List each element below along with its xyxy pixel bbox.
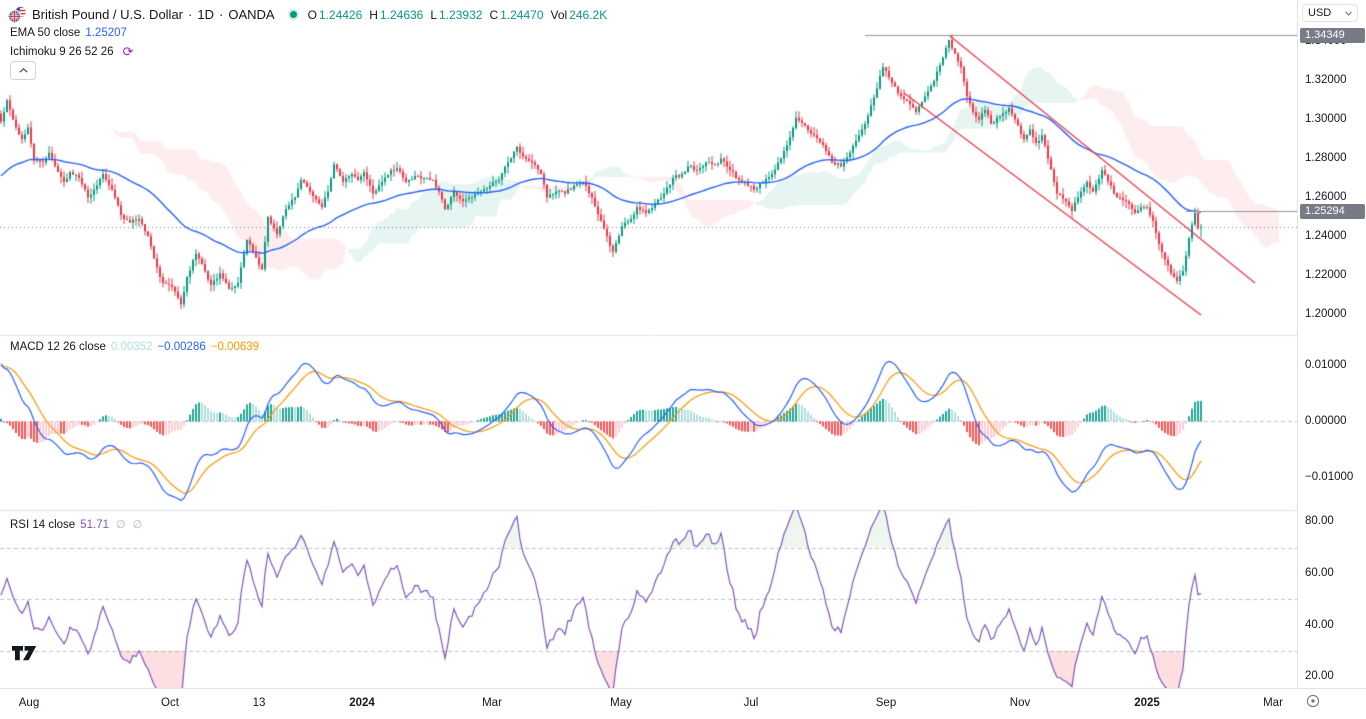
hidden-plot-icon: ∅ xyxy=(132,519,143,531)
time-axis-label: Sep xyxy=(875,697,897,709)
ichimoku-label: Ichimoku 9 26 52 26 xyxy=(10,45,114,58)
price-axis-label: 1.28000 xyxy=(1305,152,1347,165)
macd-signal-value: −0.00639 xyxy=(210,341,260,353)
price-axis-label: 20.00 xyxy=(1305,670,1334,683)
time-axis-label: Aug xyxy=(18,697,40,709)
macd-line-value: −0.00286 xyxy=(157,341,206,353)
exchange[interactable]: OANDA xyxy=(228,7,275,22)
low-value: 1.23932 xyxy=(439,7,483,22)
high-label: H xyxy=(369,7,378,22)
low-label: L xyxy=(430,7,438,22)
volume-value: 246.2K xyxy=(569,7,608,22)
ema-value: 1.25207 xyxy=(85,27,127,39)
price-axis-label: 1.24000 xyxy=(1305,229,1347,242)
time-axis-label: Mar xyxy=(1263,697,1283,709)
separator-dot: · xyxy=(218,7,224,22)
price-axis-label: 1.26000 xyxy=(1305,190,1347,203)
price-chart-canvas[interactable] xyxy=(0,0,1297,688)
hidden-plot-icon: ∅ xyxy=(115,519,126,531)
price-label-badge: 1.34349 xyxy=(1300,27,1365,43)
rsi-value: 51.71 xyxy=(80,518,109,531)
price-label-badge: 1.25294 xyxy=(1300,203,1365,219)
close-value: 1.24470 xyxy=(500,7,544,22)
macd-hist-value: 0.00352 xyxy=(110,341,153,353)
macd-legend[interactable]: MACD 12 26 close 0.00352 −0.00286 −0.006… xyxy=(10,341,259,353)
collapse-legend-button[interactable] xyxy=(10,61,36,80)
chevron-down-icon xyxy=(1345,10,1352,16)
time-axis-label: 2025 xyxy=(1134,697,1160,709)
currency-dropdown[interactable]: USD xyxy=(1302,4,1358,22)
separator-dot: · xyxy=(188,7,193,22)
loading-refresh-icon: ⟳ xyxy=(122,44,134,59)
price-axis-label: 80.00 xyxy=(1305,515,1334,528)
open-value: 1.24426 xyxy=(318,7,363,22)
symbol-title[interactable]: British Pound / U.S. Dollar xyxy=(32,7,184,22)
price-axis-label: 1.32000 xyxy=(1305,74,1347,87)
open-label: O xyxy=(307,7,317,22)
price-axis-label: −0.01000 xyxy=(1305,470,1354,483)
currency-value: USD xyxy=(1308,7,1332,19)
price-axis-label: 0.01000 xyxy=(1305,358,1347,371)
ema-label: EMA 50 close xyxy=(10,27,81,39)
price-axis-label: 60.00 xyxy=(1305,567,1334,580)
tradingview-logo[interactable] xyxy=(12,646,37,666)
symbol-legend: British Pound / U.S. Dollar · 1D · OANDA… xyxy=(7,6,608,24)
time-axis-label: Mar xyxy=(482,697,502,709)
time-axis-label: May xyxy=(610,697,632,709)
time-axis-label: Jul xyxy=(743,697,759,709)
price-axis-label: 40.00 xyxy=(1305,618,1334,631)
price-axis-label: 1.30000 xyxy=(1305,113,1347,126)
rsi-legend[interactable]: RSI 14 close 51.71 ∅ ∅ xyxy=(10,518,143,532)
price-axis[interactable]: USD 1.340001.320001.300001.280001.260001… xyxy=(1297,0,1366,688)
clock-icon[interactable] xyxy=(1306,694,1320,713)
market-status-dot[interactable] xyxy=(289,11,297,18)
ichimoku-legend[interactable]: Ichimoku 9 26 52 26 ⟳ xyxy=(10,45,133,58)
time-axis-label: 13 xyxy=(252,697,266,709)
time-axis-label: Nov xyxy=(1009,697,1031,709)
close-label: C xyxy=(489,7,499,22)
time-axis-label: Oct xyxy=(161,697,179,709)
price-axis-label: 0.00000 xyxy=(1305,414,1347,427)
ema-legend[interactable]: EMA 50 close 1.25207 xyxy=(10,27,127,39)
rsi-label: RSI 14 close xyxy=(10,518,76,531)
volume-label: Vol xyxy=(550,7,568,22)
high-value: 1.24636 xyxy=(379,7,424,22)
time-axis-label: 2024 xyxy=(349,697,375,709)
ohlc-values: O 1.24426 H 1.24636 L 1.23932 C 1.24470 Vol 2… xyxy=(308,8,608,22)
gbpusd-pair-flag-icon xyxy=(7,6,27,24)
timeframe[interactable]: 1D xyxy=(197,7,214,22)
time-axis[interactable]: Aug Oct 13 2024 Mar May Jul Sep Nov 2025 Mar xyxy=(0,688,1366,719)
macd-label: MACD 12 26 close xyxy=(10,341,106,353)
price-axis-label: 1.20000 xyxy=(1305,307,1347,320)
price-axis-label: 1.22000 xyxy=(1305,268,1347,281)
chevron-up-icon xyxy=(18,68,28,73)
